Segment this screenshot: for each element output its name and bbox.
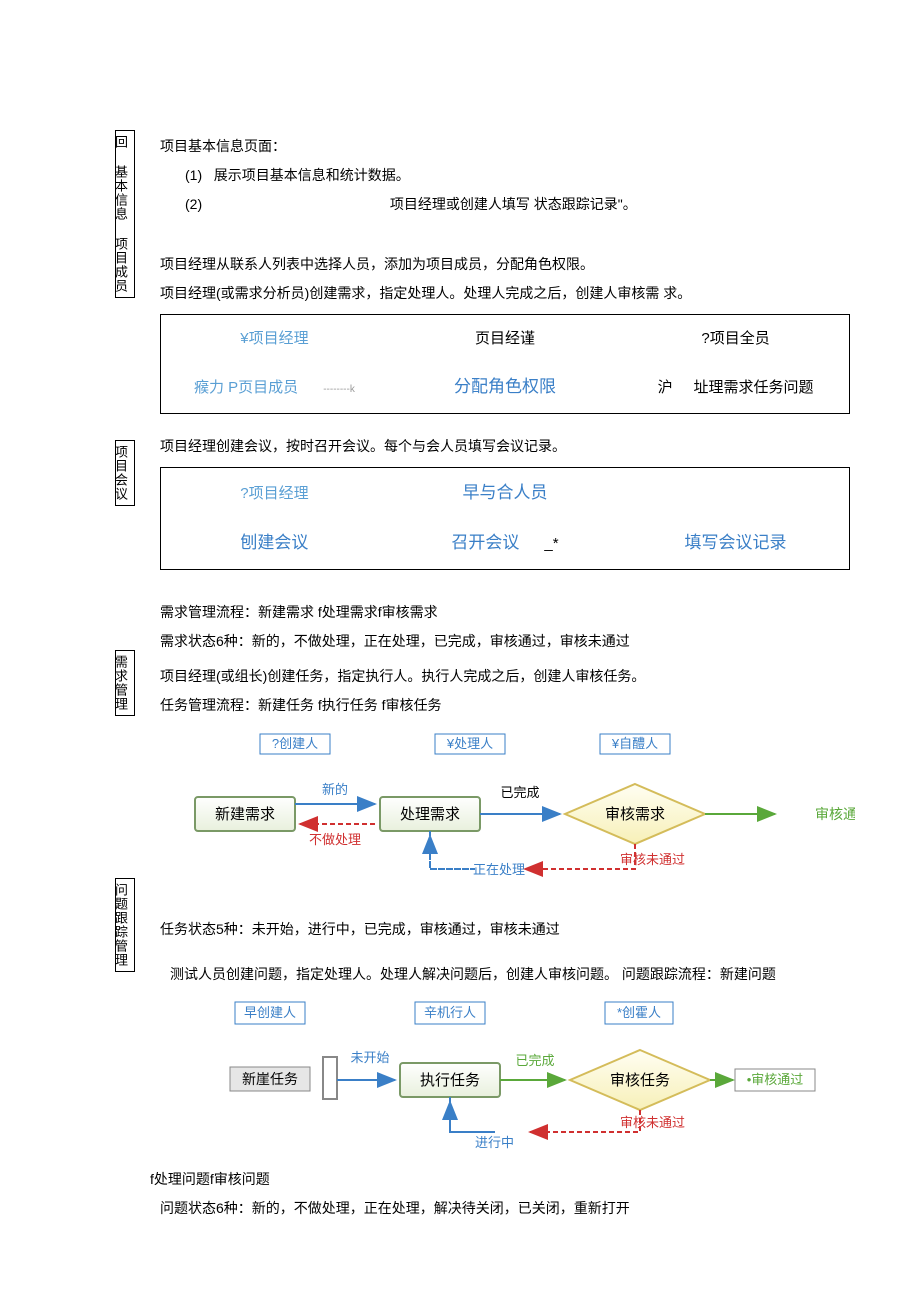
flow2-lbl-pass: •审核通过 <box>747 1072 804 1087</box>
t1r1c3: ?项目全员 <box>701 330 769 347</box>
sec2-p1: 项目经理创建会议，按时召开会议。每个与会人员填写会议记录。 <box>160 434 900 459</box>
flow2-lbl-ing: 进行中 <box>475 1135 514 1150</box>
flow1-lbl-ing: 正在处理 <box>473 862 525 877</box>
t1r2c1b: --------k <box>323 384 355 395</box>
sec1-p3: 项目经理从联系人列表中选择人员，添加为项目成员，分配角色权限。 <box>160 252 900 277</box>
sec1-title: 项目基本信息页面： <box>160 134 900 159</box>
t2r2c1: 刨建会议 <box>240 533 308 552</box>
t2r1c1: ?项目经理 <box>240 485 308 502</box>
flow2-lbl-done: 已完成 <box>515 1053 554 1068</box>
sec1-table: ¥项目经理 页目经谨 ?项目全员 瘊力 P页目成员 --------k 分配角色… <box>160 314 850 414</box>
section-basic-info: 项目基本信息页面： (1) 展示项目基本信息和统计数据。 (2) 项目经理或创建… <box>115 134 900 414</box>
li2-text: 项目经理或创建人填写 状态跟踪记录"。 <box>390 196 637 212</box>
t1r2c3b: 址理需求任务问题 <box>693 379 813 396</box>
sec3-p1: 需求管理流程：新建需求 f处理需求f审核需求 <box>160 600 900 625</box>
sec3-p2: 需求状态6种：新的，不做处理，正在处理，已完成，审核通过，审核未通过 <box>160 629 900 654</box>
flow2-lbl-new: 未开始 <box>350 1050 389 1065</box>
flow1-lbl-done: 已完成 <box>500 785 539 800</box>
sec1-p4: 项目经理(或需求分析员)创建需求，指定处理人。处理人完成之后，创建人审核需 求。 <box>160 281 900 306</box>
t2r1c2: 早与合人员 <box>462 483 547 502</box>
sec2-table: ?项目经理 早与合人员 刨建会议 召开会议 _* 填写会议记录 <box>160 467 850 570</box>
flow1-role3: ¥自醴人 <box>611 736 658 751</box>
sec4-p2: f处理问题f审核问题 <box>150 1167 900 1192</box>
flow1-lbl-nodo: 不做处理 <box>309 832 361 847</box>
t2r2c2: 召开会议 <box>451 533 519 552</box>
flow1-lbl-fail: 审核未通过 <box>620 852 685 867</box>
section-issue: 测试人员创建问题，指定处理人。处理人解决问题后，创建人审核问题。 问题跟踪流程：… <box>115 962 900 1222</box>
flowchart-task: 早创建人 辛机行人 *创霍人 新崖任务 执行任务 审核任务 未开始 已完成 进行… <box>175 997 855 1157</box>
flow2-box3: 审核任务 <box>610 1072 670 1089</box>
section-meeting: 项目经理创建会议，按时召开会议。每个与会人员填写会议记录。 ?项目经理 早与合人… <box>115 434 900 570</box>
t1r1c2: 页目经谨 <box>475 330 535 347</box>
flow2-box2: 执行任务 <box>420 1072 480 1089</box>
flow1-role1: ?创建人 <box>272 736 318 751</box>
flow2-role3: *创霍人 <box>617 1005 661 1020</box>
flow1-lbl-new: 新的 <box>322 782 348 797</box>
section-requirement: 需求管理流程：新建需求 f处理需求f审核需求 需求状态6种：新的，不做处理，正在… <box>115 600 900 942</box>
sec1-li2: (2) 项目经理或创建人填写 状态跟踪记录"。 <box>185 192 900 217</box>
flow1-role2: ¥处理人 <box>446 736 493 751</box>
t1r1c1: ¥项目经理 <box>240 330 308 347</box>
li1-num: (1) <box>185 167 202 183</box>
sec1-li1: (1) 展示项目基本信息和统计数据。 <box>185 163 900 188</box>
t1r2c2: 分配角色权限 <box>454 377 556 396</box>
flow2-role1: 早创建人 <box>244 1005 296 1020</box>
flowchart-requirement: ?创建人 ¥处理人 ¥自醴人 新建需求 处理需求 审核需求 新的 不做处理 已完… <box>175 729 855 899</box>
flow2-box1: 新崖任务 <box>242 1071 298 1087</box>
t2r2c2b: _* <box>544 535 558 552</box>
flow1-box3: 审核需求 <box>605 806 665 823</box>
sec3-p4: 任务管理流程：新建任务 f执行任务 f审核任务 <box>160 693 900 718</box>
flow2-lbl-fail: 审核未通过 <box>620 1115 685 1130</box>
flow2-role2: 辛机行人 <box>424 1005 476 1020</box>
sec4-p1: 测试人员创建问题，指定处理人。处理人解决问题后，创建人审核问题。 问题跟踪流程：… <box>170 962 900 987</box>
sec4-p3: 问题状态6种：新的，不做处理，正在处理，解决待关闭，已关闭，重新打开 <box>160 1196 900 1221</box>
sec3-p5: 任务状态5种：未开始，进行中，已完成，审核通过，审核未通过 <box>160 917 900 942</box>
li1-text: 展示项目基本信息和统计数据。 <box>214 167 410 183</box>
flow1-lbl-pass: 审核通应 <box>815 806 855 822</box>
t2r2c3: 填写会议记录 <box>685 533 787 552</box>
flow1-box1: 新建需求 <box>215 806 275 823</box>
t1r2c1a: 瘊力 P页目成员 <box>194 379 298 396</box>
t1r2c3a: 沪 <box>658 379 673 396</box>
sec3-p3: 项目经理(或组长)创建任务，指定执行人。执行人完成之后，创建人审核任务。 <box>160 664 900 689</box>
li2-num: (2) <box>185 196 202 212</box>
flow1-box2: 处理需求 <box>400 806 460 823</box>
